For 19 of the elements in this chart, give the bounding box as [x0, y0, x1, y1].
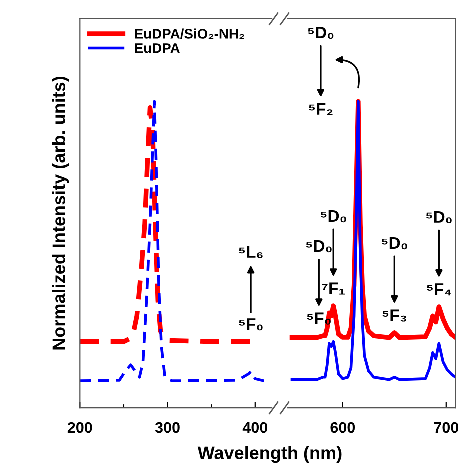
x-tick-label: 300 — [155, 422, 180, 434]
x-tick-label: 400 — [242, 422, 268, 434]
legend-label: EuDPA — [135, 44, 180, 54]
annotation: ⁵D₀ — [306, 240, 332, 253]
annotation: ⁷F₁ — [322, 282, 346, 295]
x-axis-title: Wavelength (nm) — [198, 446, 342, 464]
y-axis-title: Normalized Intensity (arb. units) — [52, 76, 70, 350]
annotation: ⁵F₀ — [239, 318, 263, 331]
legend-label: EuDPA/SiO₂-NH₂ — [135, 28, 244, 40]
annotation: ⁵D₀ — [382, 237, 408, 250]
annotation: ⁵L₆ — [239, 246, 263, 258]
annotation: ⁵D₀ — [426, 211, 452, 224]
annotation: ⁵F₄ — [427, 284, 452, 296]
annotation: ⁵F₃ — [382, 310, 407, 322]
x-tick-label: 600 — [330, 422, 356, 434]
x-tick-label: 200 — [68, 422, 92, 434]
annotation: ⁵F₂ — [309, 103, 333, 116]
annotation: ⁵D₀ — [320, 210, 346, 223]
text: ⁵D₀ — [308, 27, 334, 40]
